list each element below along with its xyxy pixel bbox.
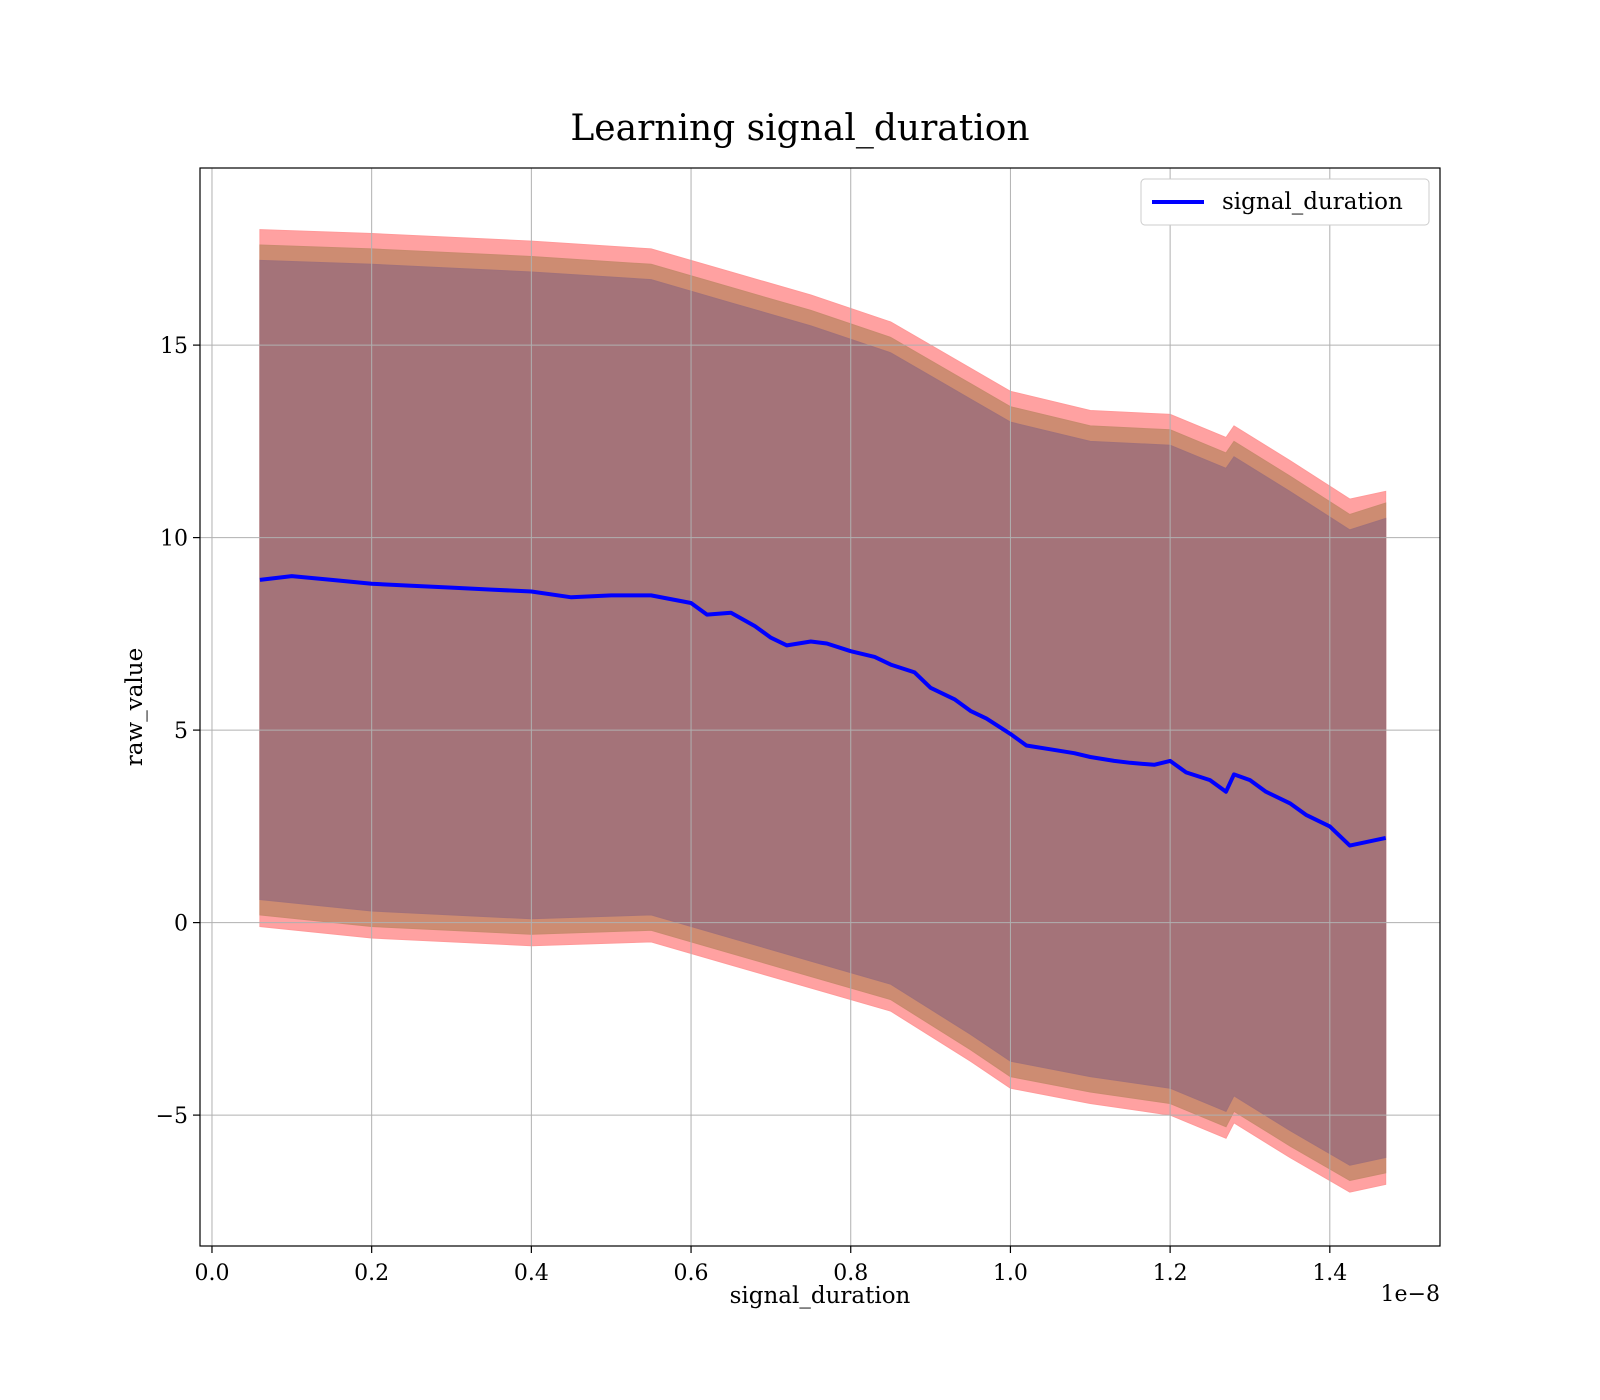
confidence-bands [259,229,1387,1193]
x-tick-label: 1.0 [993,1261,1028,1286]
y-tick-label: 10 [160,527,188,552]
x-axis-offset-text: 1e−8 [1381,1282,1440,1307]
grid-lines [200,168,1440,1246]
x-axis-ticks: 0.0 0.2 0.4 0.6 0.8 1.0 1.2 1.4 [194,1246,1347,1286]
y-tick-label: 5 [174,719,188,744]
series-lines [259,574,1387,848]
plot-frame [199,167,1441,1247]
y-tick-label: 0 [174,912,188,937]
y-axis-ticks: −5 0 5 10 15 [156,334,200,1129]
x-axis-label: signal_duration [730,1283,911,1309]
series-line-signal_duration [259,574,1387,848]
legend: signal_duration [1140,178,1430,226]
band-inner [259,259,1387,1166]
x-tick-label: 0.6 [674,1261,709,1286]
legend-box [1140,178,1430,226]
chart-title: Learning signal_duration [570,108,1029,149]
x-tick-label: 0.4 [514,1261,549,1286]
x-tick-label: 1.2 [1153,1261,1188,1286]
x-tick-label: 1.4 [1312,1261,1347,1286]
plot-area [199,167,1441,1247]
legend-label: signal_duration [1222,189,1403,215]
x-tick-label: 0.0 [194,1261,229,1286]
y-tick-label: −5 [156,1104,188,1129]
x-tick-label: 0.2 [354,1261,389,1286]
y-tick-label: 15 [160,334,188,359]
x-tick-label: 0.8 [833,1261,868,1286]
y-axis-label: raw_value [122,648,148,766]
